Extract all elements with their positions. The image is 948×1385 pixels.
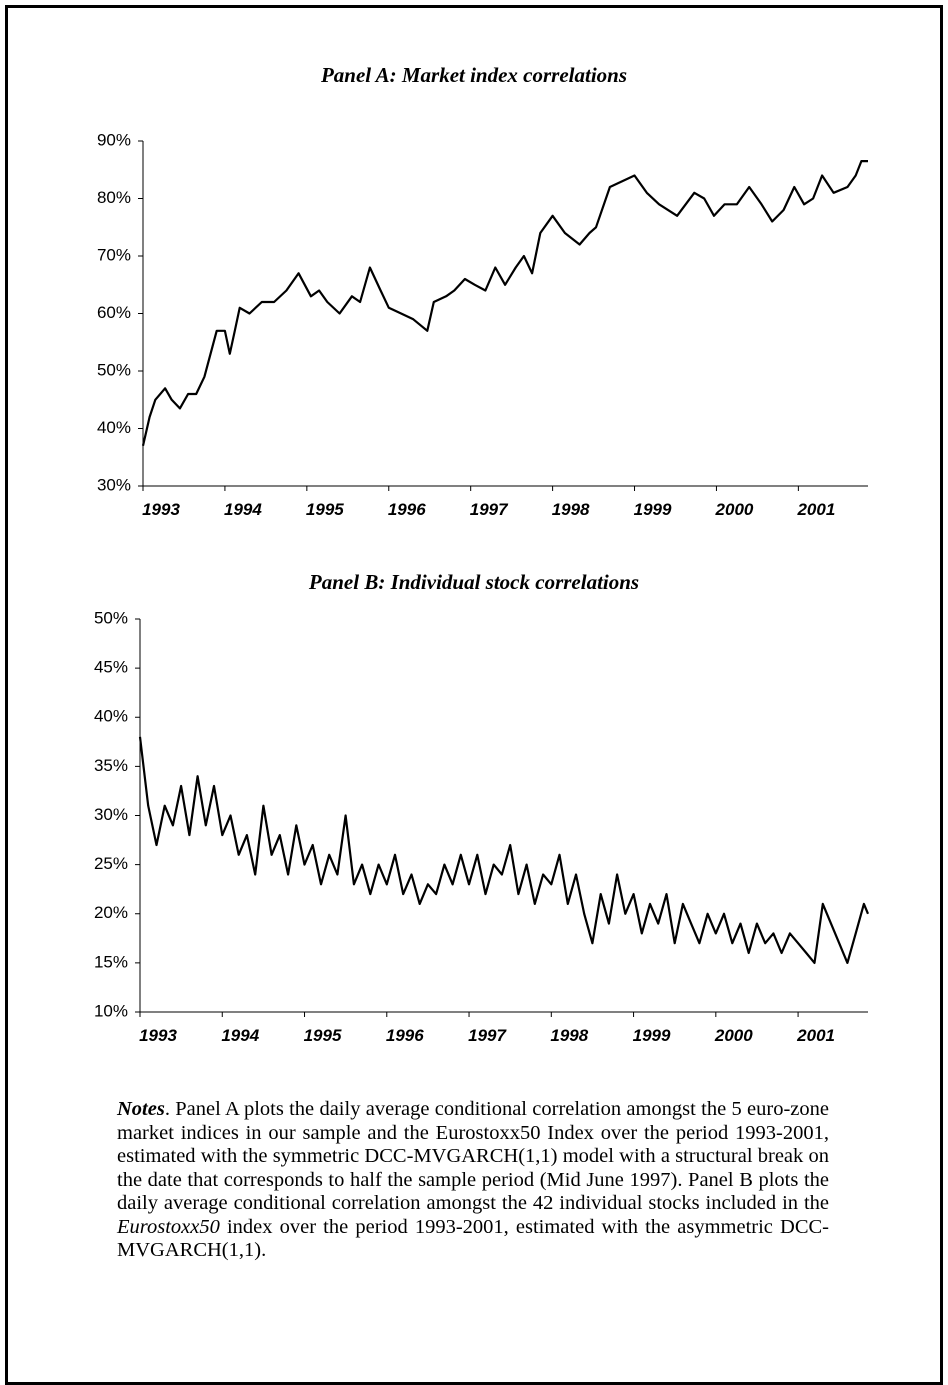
y-tick-label: 10% <box>94 1001 128 1020</box>
x-tick-label: 1994 <box>224 500 262 519</box>
x-tick-label: 1997 <box>470 500 509 519</box>
x-tick-label: 1995 <box>304 1026 342 1045</box>
x-tick-label: 1998 <box>552 500 590 519</box>
y-tick-label: 30% <box>94 805 128 824</box>
notes-text: index over the period 1993-2001, estimat… <box>117 1215 829 1262</box>
x-tick-label: 1993 <box>142 500 180 519</box>
notes-text: . Panel A plots the daily average condit… <box>117 1098 829 1214</box>
y-tick-label: 20% <box>94 903 128 922</box>
x-tick-label: 1998 <box>550 1026 588 1045</box>
x-tick-label: 1999 <box>633 1026 671 1045</box>
x-tick-label: 1993 <box>139 1026 177 1045</box>
notes-text: Eurostoxx50 <box>117 1215 220 1238</box>
x-tick-label: 2000 <box>715 500 754 519</box>
data-line <box>138 736 870 964</box>
y-tick-label: 70% <box>97 245 131 264</box>
y-tick-label: 30% <box>97 475 131 494</box>
y-tick-label: 60% <box>97 303 131 322</box>
x-tick-label: 2001 <box>796 500 835 519</box>
data-line <box>141 160 868 447</box>
chart-title: Panel A: Market index correlations <box>320 63 627 87</box>
y-tick-label: 80% <box>97 188 131 207</box>
notes-text: Notes <box>117 1098 165 1120</box>
x-tick-label: 1995 <box>306 500 344 519</box>
y-tick-label: 45% <box>94 658 128 677</box>
notes: Notes. Panel A plots the daily average c… <box>117 1098 829 1263</box>
y-tick-label: 40% <box>94 707 128 726</box>
y-tick-label: 90% <box>97 130 131 149</box>
x-tick-label: 2001 <box>796 1026 835 1045</box>
x-tick-label: 1996 <box>388 500 426 519</box>
x-tick-label: 1999 <box>634 500 672 519</box>
y-tick-label: 15% <box>94 952 128 971</box>
x-tick-label: 2000 <box>714 1026 753 1045</box>
y-tick-label: 40% <box>97 418 131 437</box>
y-tick-label: 50% <box>94 608 128 627</box>
y-tick-label: 35% <box>94 756 128 775</box>
chart-title: Panel B: Individual stock correlations <box>308 570 639 594</box>
x-tick-label: 1996 <box>386 1026 424 1045</box>
y-tick-label: 50% <box>97 360 131 379</box>
x-tick-label: 1994 <box>221 1026 259 1045</box>
y-tick-label: 25% <box>94 854 128 873</box>
x-tick-label: 1997 <box>468 1026 507 1045</box>
